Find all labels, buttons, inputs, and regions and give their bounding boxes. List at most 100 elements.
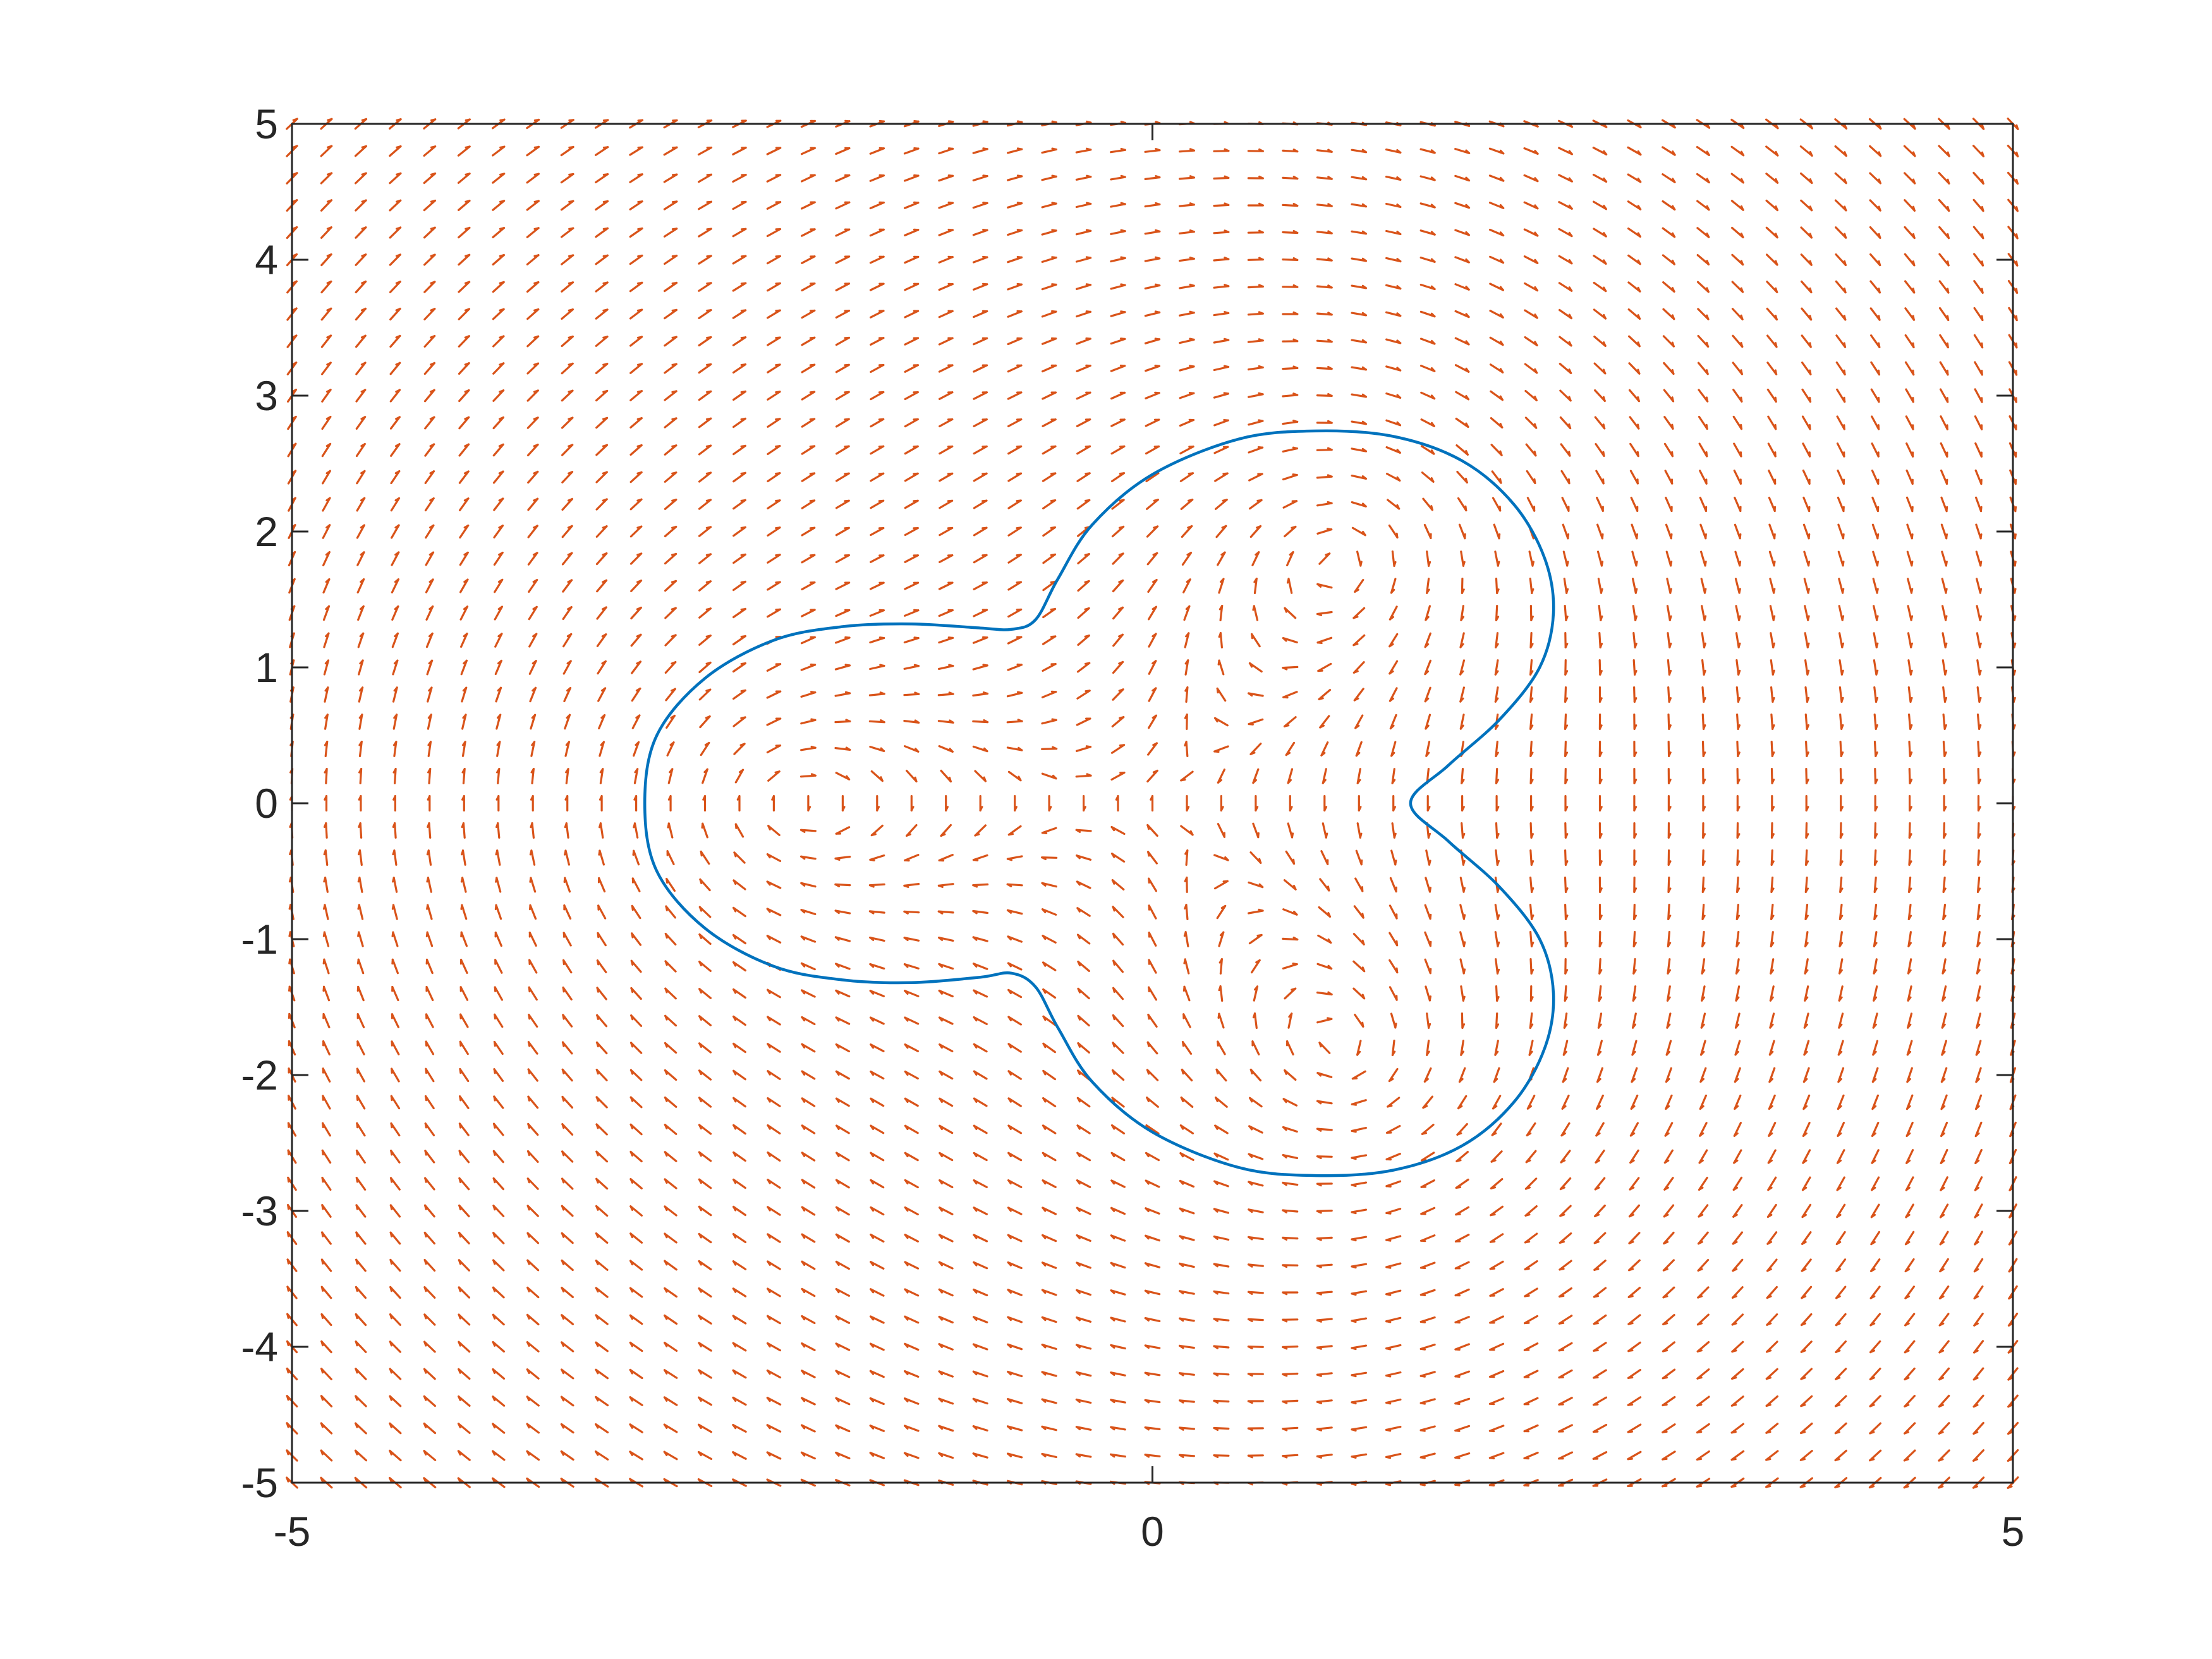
- vector-arrow: [321, 389, 332, 403]
- vector-arrow: [801, 526, 816, 537]
- vector-arrow: [1144, 1262, 1161, 1268]
- vector-arrow: [1112, 1014, 1124, 1028]
- vector-arrow-head: [1912, 260, 1916, 267]
- vector-arrow-head: [807, 806, 811, 811]
- vector-arrow-head: [1559, 1268, 1565, 1271]
- vector-arrow-head: [1838, 942, 1844, 947]
- vector-arrow: [393, 767, 397, 785]
- vector-arrow-head: [355, 1204, 358, 1210]
- vector-arrow-head: [286, 1340, 289, 1346]
- vector-arrow-head: [526, 1205, 530, 1211]
- vector-arrow: [1940, 1121, 1948, 1138]
- vector-arrow: [1146, 1069, 1159, 1081]
- vector-arrow-head: [973, 1179, 978, 1185]
- vector-arrow-head: [1732, 1241, 1738, 1245]
- vector-arrow: [424, 1150, 435, 1164]
- vector-arrow-head: [1222, 880, 1229, 883]
- vector-arrow: [869, 745, 885, 753]
- vector-arrow-head: [1734, 1050, 1739, 1056]
- vector-arrow: [698, 309, 712, 319]
- vector-arrow-head: [599, 795, 603, 801]
- vector-arrow-head: [1248, 1318, 1253, 1322]
- vector-arrow: [664, 960, 677, 973]
- vector-arrow: [766, 228, 782, 238]
- vector-arrow-head: [1257, 446, 1264, 449]
- vector-arrow-head: [357, 877, 361, 883]
- vector-arrow: [1385, 176, 1402, 181]
- vector-arrow-head: [495, 877, 498, 883]
- vector-arrow-head: [499, 335, 505, 339]
- vector-arrow-head: [1396, 504, 1401, 510]
- vector-arrow: [800, 201, 816, 210]
- vector-arrow-head: [1809, 369, 1812, 375]
- vector-arrow-head: [1392, 806, 1396, 811]
- vector-arrow-head: [492, 1205, 496, 1211]
- vector-arrow: [801, 309, 816, 319]
- vector-arrow: [767, 1179, 781, 1189]
- vector-arrow: [1802, 496, 1811, 513]
- vector-arrow: [663, 146, 678, 156]
- vector-arrow: [1217, 551, 1226, 566]
- vector-arrow-head: [904, 1206, 909, 1212]
- vector-arrow-head: [527, 1122, 530, 1129]
- vector-arrow-head: [1214, 1124, 1218, 1130]
- vector-arrow: [1424, 686, 1431, 703]
- vector-arrow-head: [355, 1285, 358, 1292]
- vector-arrow-head: [425, 1095, 427, 1102]
- vector-arrow-head: [1085, 499, 1091, 502]
- vector-arrow-head: [286, 1368, 289, 1374]
- vector-arrow-head: [464, 470, 470, 475]
- vector-arrow-head: [1628, 1268, 1634, 1272]
- vector-arrow-head: [1774, 396, 1777, 403]
- vector-arrow: [391, 605, 399, 621]
- vector-arrow: [1598, 985, 1602, 1002]
- vector-arrow: [1178, 149, 1196, 153]
- vector-arrow: [320, 1395, 333, 1407]
- vector-arrow: [629, 390, 643, 401]
- vector-arrow: [904, 1152, 919, 1162]
- vector-arrow-head: [602, 552, 608, 556]
- vector-arrow: [1871, 1149, 1880, 1164]
- vector-arrow: [1041, 257, 1057, 263]
- vector-arrow: [1492, 497, 1502, 512]
- vector-arrow-head: [596, 1042, 599, 1048]
- vector-arrow: [561, 1041, 573, 1055]
- vector-arrow-head: [1144, 1426, 1150, 1431]
- vector-arrow: [834, 692, 851, 697]
- vector-arrow-head: [732, 1069, 737, 1076]
- vector-arrow: [458, 1122, 470, 1136]
- vector-arrow-head: [1774, 423, 1777, 430]
- vector-arrow-head: [1258, 419, 1264, 422]
- vector-arrow: [1110, 365, 1126, 372]
- vector-arrow: [835, 1342, 851, 1351]
- vector-arrow: [1454, 1425, 1471, 1432]
- vector-arrow: [1316, 611, 1333, 616]
- vector-arrow: [492, 362, 505, 375]
- vector-arrow-head: [1184, 686, 1189, 692]
- vector-arrow: [1701, 903, 1705, 921]
- vector-arrow-head: [904, 1016, 909, 1022]
- vector-arrow: [767, 444, 781, 456]
- vector-arrow-head: [878, 147, 885, 150]
- vector-arrow-head: [1292, 284, 1299, 288]
- vector-arrow-head: [973, 1097, 978, 1103]
- vector-arrow: [1869, 1340, 1881, 1354]
- vector-arrow-head: [1119, 364, 1126, 367]
- vector-arrow: [1873, 931, 1878, 947]
- vector-arrow: [1213, 1180, 1229, 1188]
- vector-arrow-head: [394, 551, 400, 556]
- vector-arrow: [1423, 1067, 1432, 1083]
- vector-arrow-head: [1941, 1050, 1946, 1056]
- vector-arrow: [1663, 389, 1675, 403]
- vector-arrow: [423, 334, 436, 348]
- vector-arrow-head: [1459, 697, 1464, 703]
- vector-arrow-head: [1316, 1401, 1322, 1404]
- vector-arrow-head: [389, 1422, 392, 1428]
- vector-arrow-head: [1740, 423, 1742, 430]
- vector-arrow: [834, 664, 851, 671]
- vector-arrow-head: [1431, 394, 1436, 400]
- vector-arrow-head: [492, 1395, 496, 1402]
- vector-arrow-head: [810, 691, 817, 694]
- vector-arrow-head: [664, 1124, 668, 1129]
- vector-arrow-head: [1497, 968, 1500, 975]
